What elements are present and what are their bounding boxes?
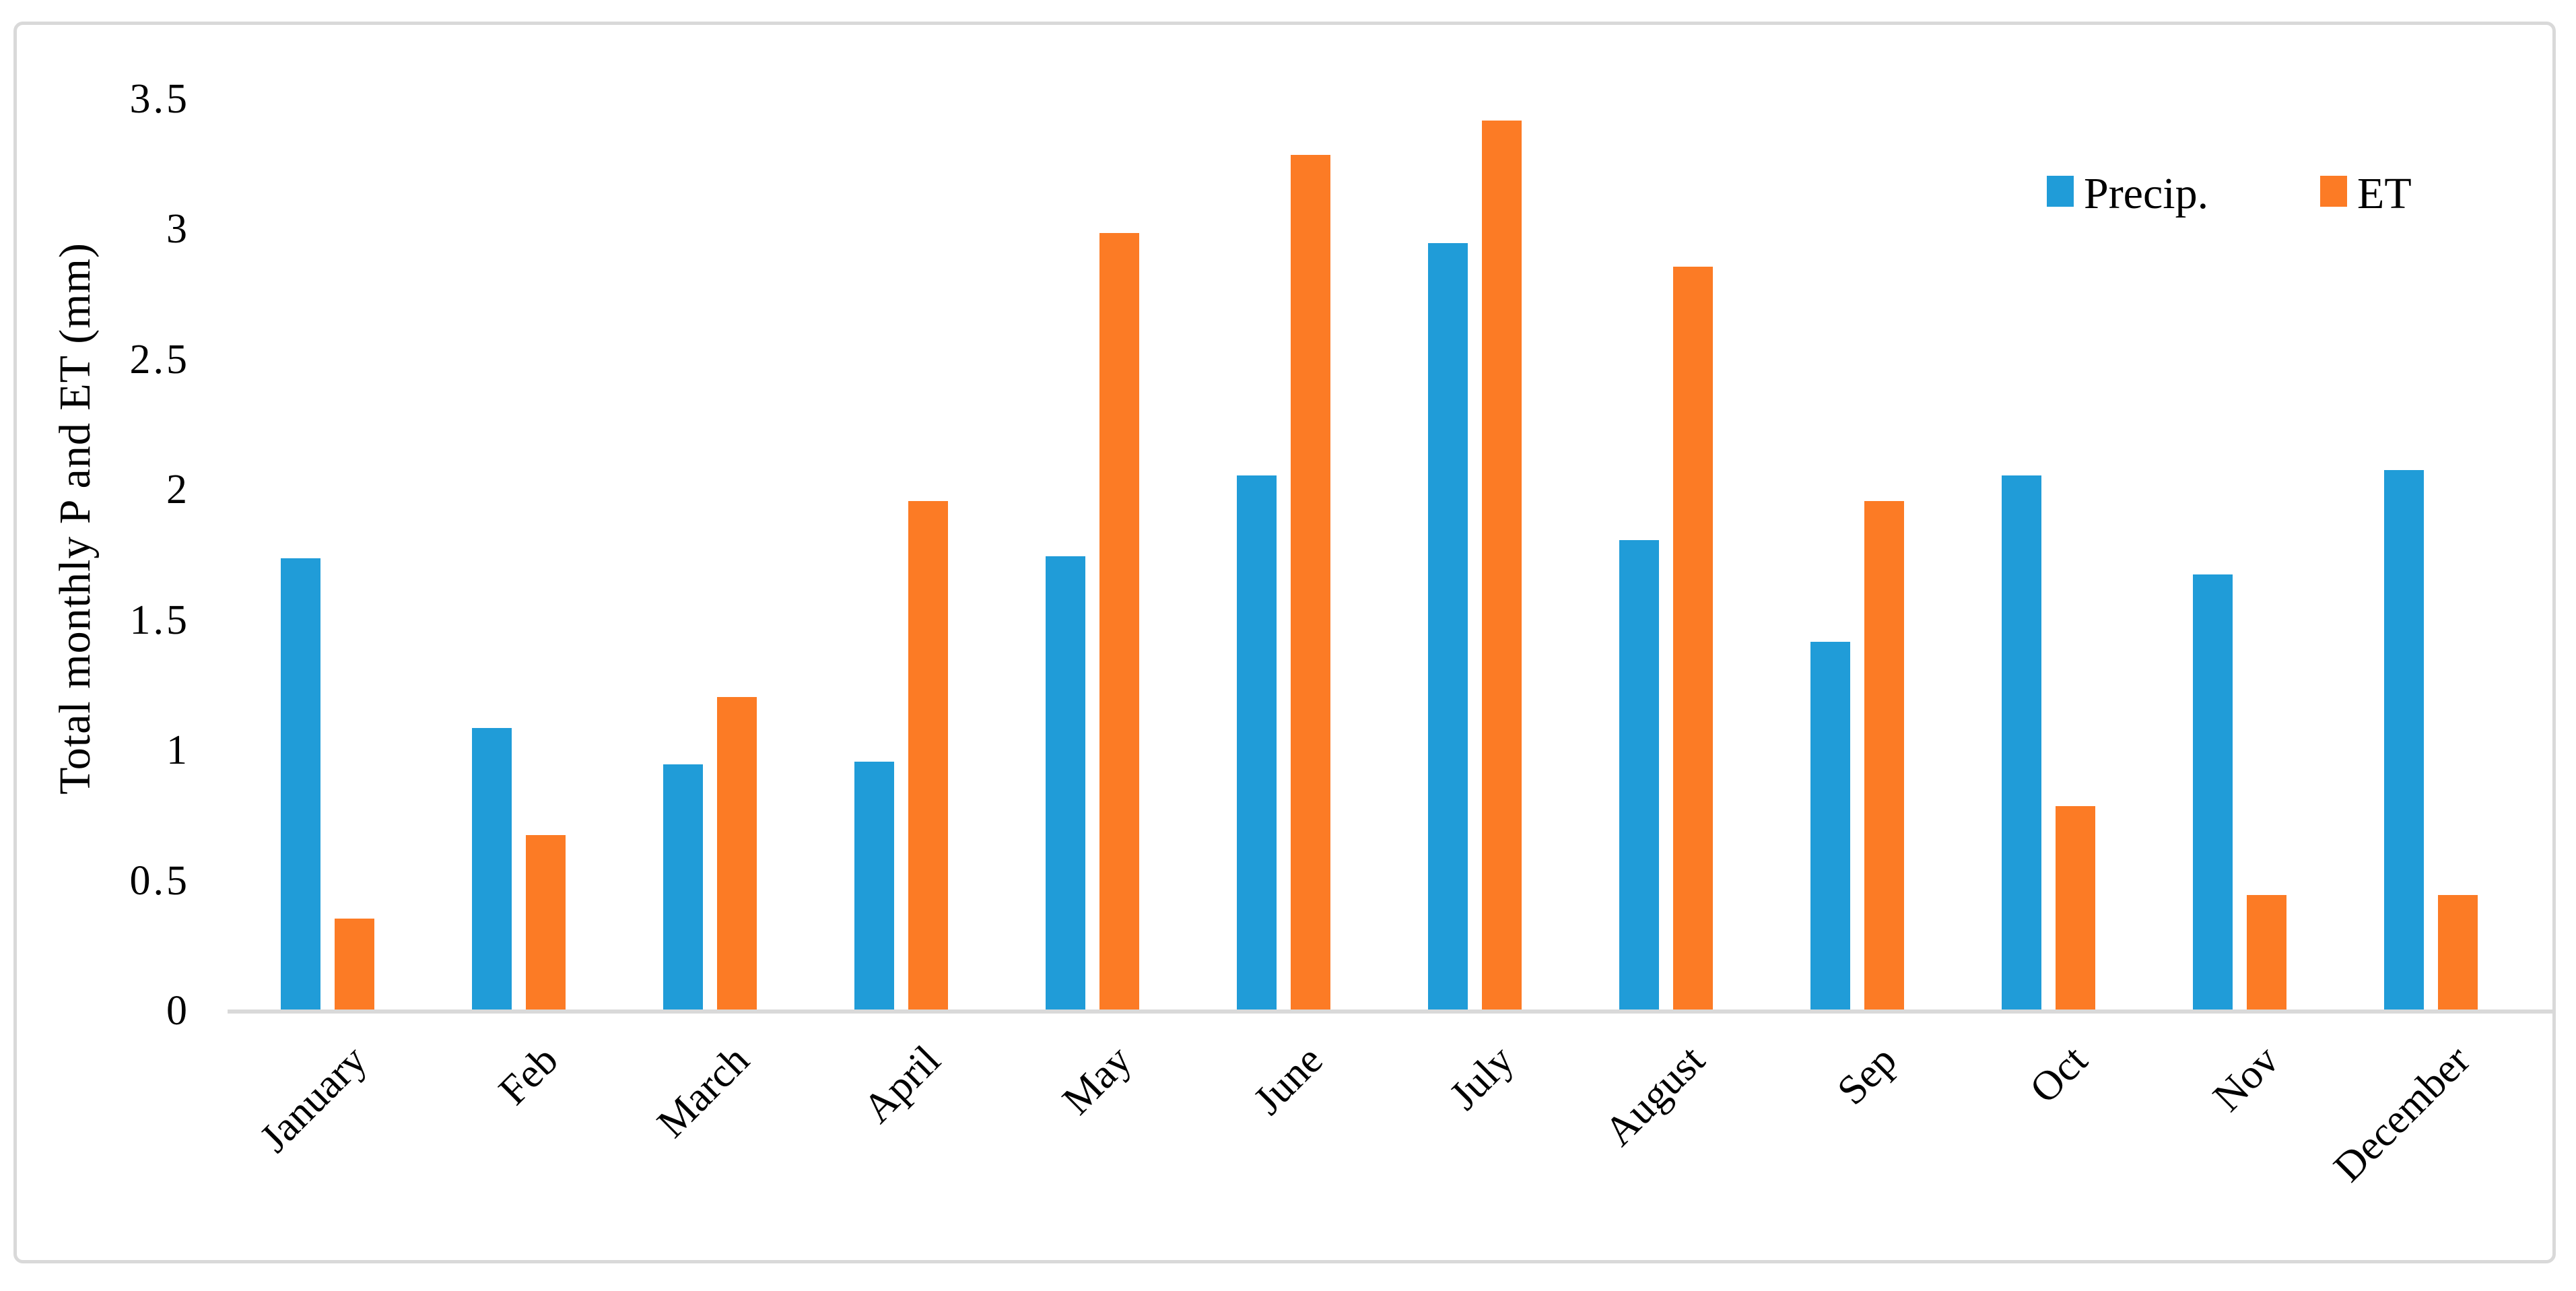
bar-et-august bbox=[1673, 267, 1713, 1009]
bar-precip-june bbox=[1237, 475, 1277, 1009]
y-tick-1: 1 bbox=[166, 727, 190, 773]
y-axis-title: Total monthly P and ET (mm) bbox=[50, 242, 100, 795]
bar-et-january bbox=[335, 919, 374, 1009]
bar-precip-may bbox=[1046, 556, 1085, 1009]
bar-precip-july bbox=[1428, 243, 1468, 1009]
bar-et-july bbox=[1482, 121, 1522, 1009]
bar-et-december bbox=[2438, 895, 2478, 1009]
bar-precip-january bbox=[281, 558, 320, 1009]
bar-et-oct bbox=[2056, 806, 2095, 1009]
legend-label-precip: Precip. bbox=[2084, 169, 2209, 218]
y-tick-2.5: 2.5 bbox=[129, 336, 190, 383]
bar-precip-august bbox=[1619, 540, 1659, 1009]
bar-precip-march bbox=[663, 764, 703, 1009]
y-tick-3.5: 3.5 bbox=[129, 75, 190, 122]
legend-swatch-precip bbox=[2047, 176, 2074, 207]
bar-et-feb bbox=[526, 835, 566, 1009]
legend-label-et: ET bbox=[2357, 169, 2412, 218]
y-tick-0: 0 bbox=[166, 988, 190, 1034]
x-axis-line bbox=[228, 1009, 2556, 1014]
bar-et-march bbox=[717, 697, 757, 1009]
bar-et-april bbox=[908, 501, 948, 1009]
bar-et-june bbox=[1291, 155, 1330, 1009]
legend-swatch-et bbox=[2320, 176, 2347, 207]
bar-precip-feb bbox=[472, 728, 512, 1009]
bar-precip-december bbox=[2384, 470, 2424, 1009]
y-tick-3: 3 bbox=[166, 206, 190, 252]
bar-precip-april bbox=[854, 762, 894, 1009]
bar-precip-oct bbox=[2002, 475, 2041, 1009]
bar-precip-nov bbox=[2193, 574, 2233, 1009]
y-tick-2: 2 bbox=[166, 467, 190, 512]
figure-border bbox=[13, 22, 2556, 1263]
bar-precip-sep bbox=[1810, 642, 1850, 1009]
bar-et-sep bbox=[1864, 501, 1904, 1009]
y-tick-0.5: 0.5 bbox=[129, 857, 190, 904]
y-tick-1.5: 1.5 bbox=[129, 597, 190, 643]
bar-et-nov bbox=[2247, 895, 2286, 1009]
bar-et-may bbox=[1099, 233, 1139, 1009]
